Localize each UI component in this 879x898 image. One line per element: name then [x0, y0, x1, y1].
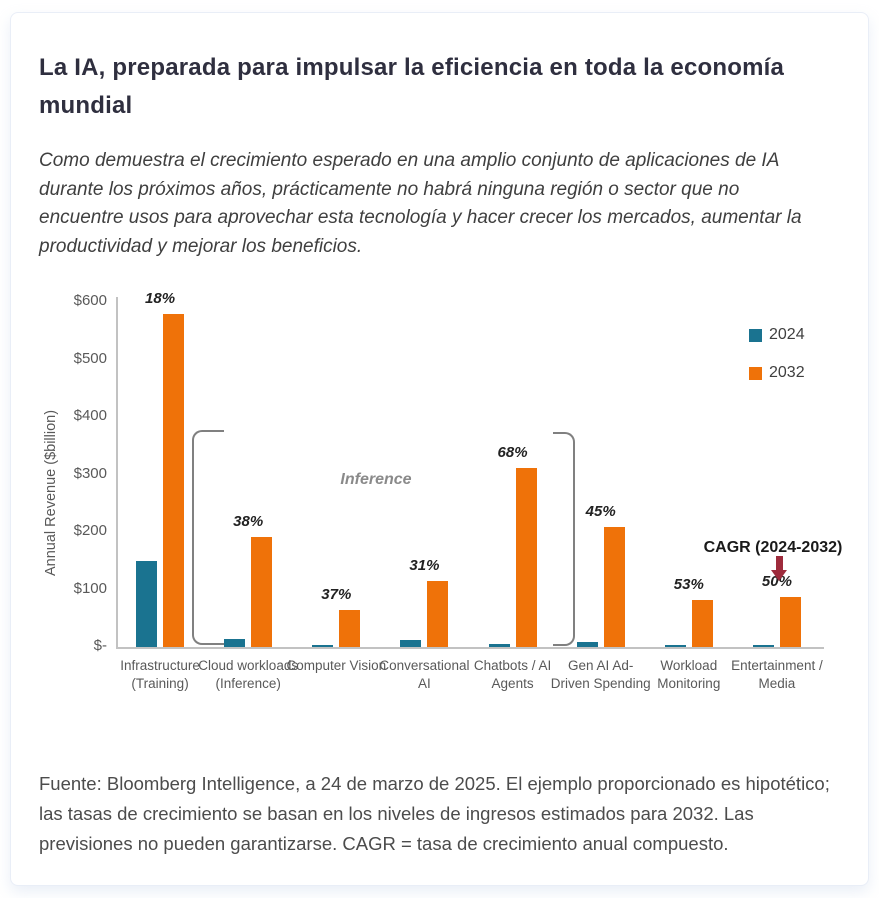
revenue-bar-chart: Annual Revenue ($billion) $600 $500 $400 $3… [39, 275, 842, 725]
x-axis-line [116, 647, 824, 649]
y-tick-label: $300 [73, 464, 107, 482]
cagr-percent-label: 18% [145, 289, 176, 307]
page-title: La IA, preparada para impulsar la eficie… [39, 54, 785, 119]
y-axis-line [116, 297, 118, 647]
category-label: Workload Monitoring [657, 658, 721, 691]
bar-2032 [691, 599, 713, 647]
category-label: Entertainment / Media [731, 658, 823, 691]
bar-2024 [664, 644, 686, 647]
bar-2032 [603, 526, 625, 647]
bar-2032 [515, 468, 537, 647]
article-card: La IA, preparada para impulsar la eficie… [10, 12, 869, 886]
bar-2024 [488, 644, 510, 647]
cagr-percent-label: 68% [497, 444, 528, 462]
bar-2024 [224, 638, 246, 647]
y-tick-label: $400 [73, 407, 107, 424]
cagr-percent-label: 37% [321, 586, 352, 604]
inference-bracket-right-icon [553, 432, 575, 646]
y-tick-label: $- [93, 637, 107, 654]
legend-swatch [749, 328, 762, 342]
category-label: Computer Vision [286, 658, 387, 673]
cagr-percent-label: 31% [409, 556, 440, 574]
legend-item: 2024 [749, 326, 805, 344]
bar-2032 [339, 610, 361, 647]
arrow-stem [775, 556, 783, 570]
cagr-percent-label: 53% [673, 575, 704, 593]
bar-2024 [312, 644, 334, 647]
y-tick-label: $500 [73, 349, 107, 367]
category-label: Chatbots / AI Agents [473, 658, 552, 691]
legend-label: 2032 [769, 364, 805, 381]
bar-2024 [400, 640, 422, 647]
cagr-percent-label: 38% [233, 512, 264, 530]
category-label: Conversational AI [379, 658, 470, 691]
bar-2024 [752, 644, 774, 647]
bar-2032 [427, 580, 449, 647]
inference-group-label: Inference [340, 471, 412, 488]
cagr-percent-label: 45% [585, 502, 616, 520]
y-tick-label: $200 [73, 522, 107, 539]
category-label: Cloud workloads (Inference) [198, 658, 299, 691]
arrow-head [771, 570, 787, 581]
down-arrow-icon [771, 556, 787, 581]
category-label: Infrastructure (Training) [120, 658, 200, 691]
legend-item: 2032 [749, 364, 805, 382]
inference-bracket-left-icon [192, 430, 224, 645]
bar-2032 [779, 596, 801, 647]
category-label: Gen AI Ad- Driven Spending [550, 658, 651, 691]
y-tick-label: $100 [73, 579, 107, 597]
intro-paragraph: Como demuestra el crecimiento esperado e… [39, 150, 802, 257]
legend-swatch [749, 366, 762, 380]
plot-area: $600 $500 $400 $300 $200 $100 $- 18% Infrastruct… [39, 275, 842, 725]
legend-label: 2024 [769, 326, 805, 343]
cagr-annotation-label: CAGR (2024-2032) [703, 539, 843, 556]
source-note: Fuente: Bloomberg Intelligence, a 24 de … [39, 773, 830, 854]
bar-2032 [251, 536, 273, 647]
bar-2032 [163, 313, 185, 647]
y-tick-label: $600 [73, 292, 107, 309]
bar-2024 [136, 560, 158, 647]
bar-2024 [576, 641, 598, 647]
